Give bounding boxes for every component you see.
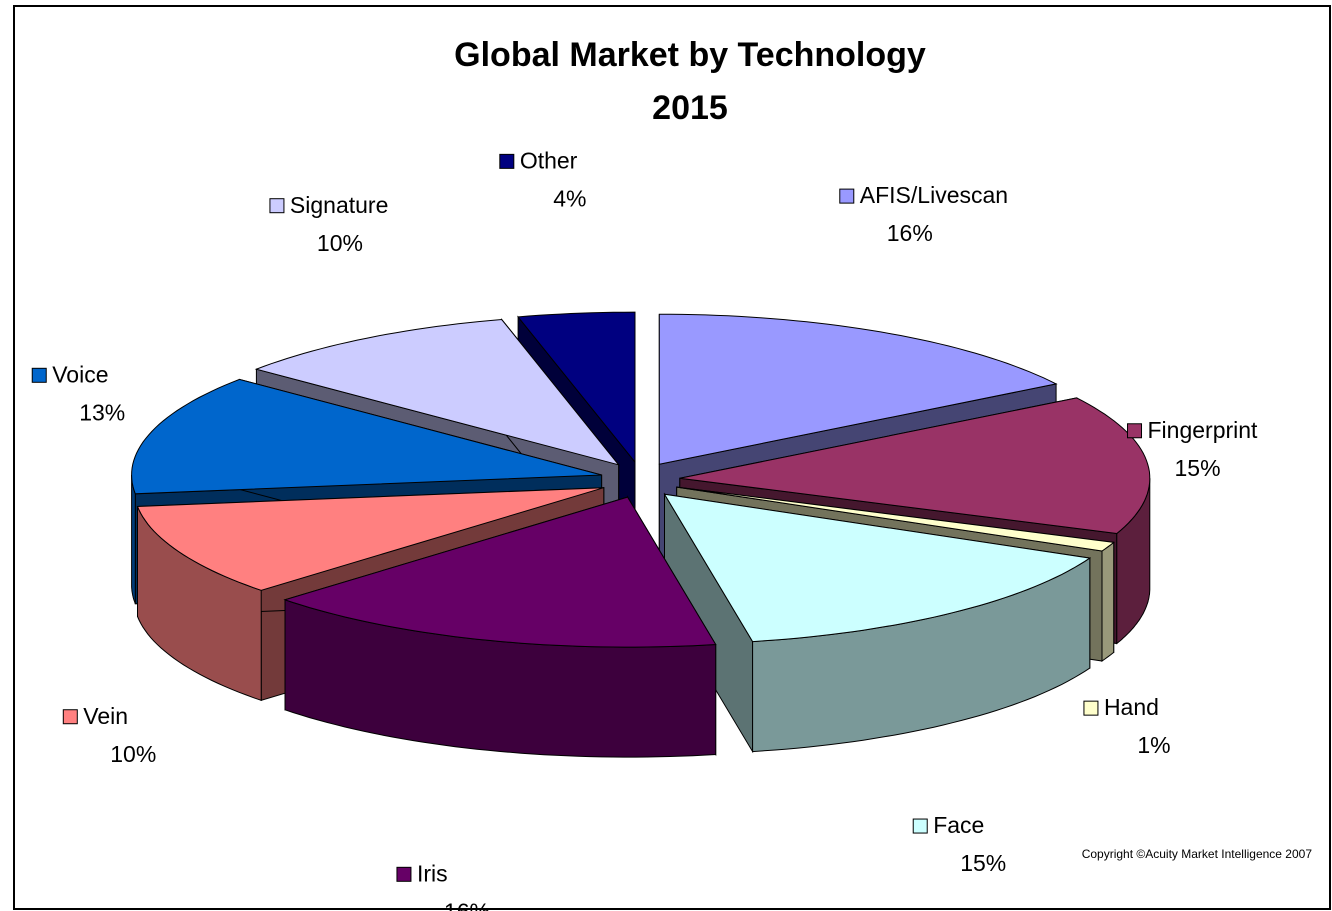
legend-swatch <box>839 188 855 204</box>
slice <box>679 397 1151 535</box>
value-label: 15% <box>1174 455 1220 481</box>
slice-label: Face <box>933 812 984 838</box>
legend-swatch <box>269 198 285 214</box>
legend-swatch <box>1127 423 1143 439</box>
value-label: 16% <box>887 220 933 246</box>
slice <box>136 487 604 591</box>
slice-wall <box>131 475 136 604</box>
slice-label: Hand <box>1104 694 1159 720</box>
pie <box>131 311 1151 758</box>
legend-swatch <box>912 818 928 834</box>
slice <box>131 378 602 495</box>
slice <box>663 493 1092 643</box>
legend-swatch <box>62 709 78 725</box>
legend-swatch <box>31 367 47 383</box>
copyright: Copyright ©Acuity Market Intelligence 20… <box>1082 847 1313 861</box>
legend-swatch <box>396 866 412 882</box>
slice-label: Iris <box>417 860 448 886</box>
slice-label: Signature <box>290 192 388 218</box>
slice-label: Fingerprint <box>1148 417 1259 443</box>
chart-title: Global Market by Technology <box>454 36 926 74</box>
value-label: 10% <box>317 230 363 256</box>
legend-swatch <box>499 153 515 169</box>
slice <box>254 318 620 466</box>
value-label: 15% <box>960 850 1006 876</box>
slice-label: Vein <box>83 703 128 729</box>
slice-label: Other <box>520 147 578 173</box>
slice <box>676 486 1115 552</box>
labels: AFIS/Livescan 16% Fingerprint 15% Hand 1% Face… <box>31 147 1259 911</box>
slice <box>517 311 636 464</box>
value-label: 16% <box>444 898 490 911</box>
value-label: 1% <box>1137 732 1170 758</box>
slice-label: AFIS/Livescan <box>860 182 1008 208</box>
legend-swatch <box>1083 700 1099 716</box>
slice <box>658 313 1058 465</box>
value-label: 10% <box>110 741 156 767</box>
value-label: 4% <box>553 185 586 211</box>
chart-subtitle: 2015 <box>652 89 728 127</box>
slice <box>283 496 717 648</box>
slice-wall <box>1101 541 1115 662</box>
slice-label: Voice <box>52 361 108 387</box>
value-label: 13% <box>79 399 125 425</box>
